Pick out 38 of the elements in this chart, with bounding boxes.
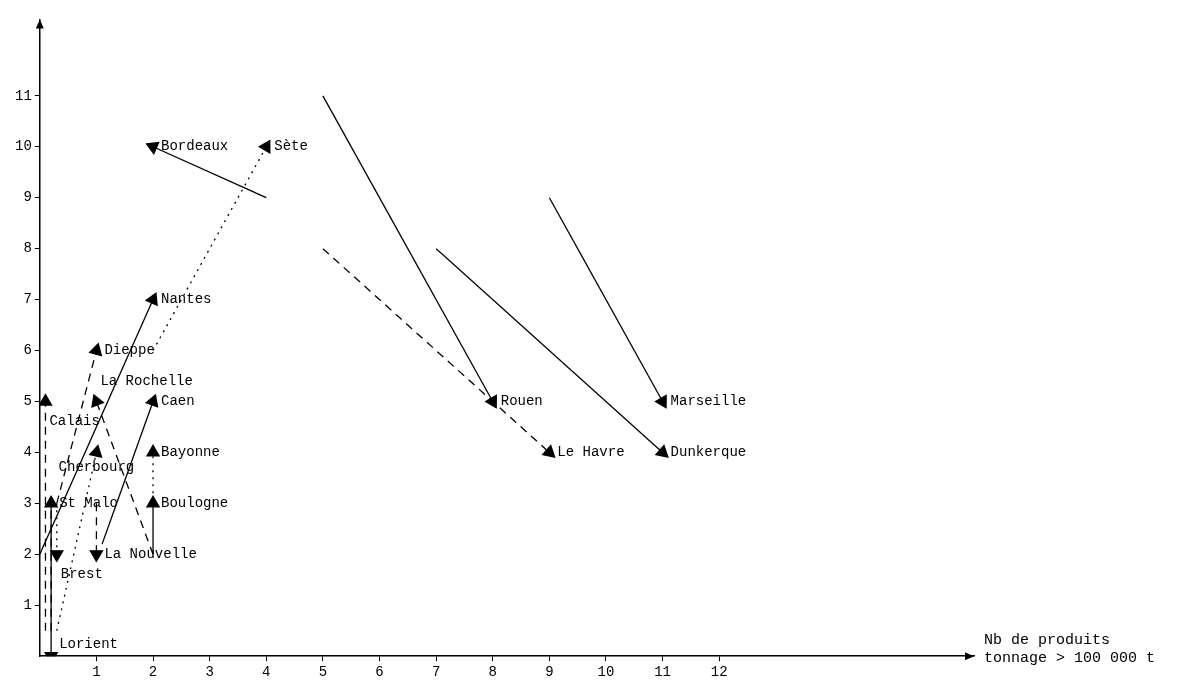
series-label: Bayonne xyxy=(161,444,220,461)
x-axis-title: Nb de produits tonnage > 100 000 t xyxy=(984,631,1156,667)
y-tick-label: 1 xyxy=(23,596,32,613)
x-tick-label: 11 xyxy=(654,664,672,681)
x-tick-label: 2 xyxy=(148,664,158,681)
series-label: Marseille xyxy=(670,393,747,410)
x-tick-label: 6 xyxy=(375,664,384,681)
series-label: La Nouvelle xyxy=(104,546,197,563)
y-tick-label: 8 xyxy=(23,240,32,257)
y-tick-label: 10 xyxy=(14,138,32,155)
y-tick-label: 7 xyxy=(23,291,32,308)
series-label: Sète xyxy=(274,138,308,155)
series-label: Dunkerque xyxy=(670,444,747,461)
series-label: Boulogne xyxy=(161,495,229,512)
x-tick-label: 9 xyxy=(545,664,554,681)
series-label: Nantes xyxy=(161,291,212,308)
x-tick-label: 1 xyxy=(92,664,101,681)
y-tick-label: 4 xyxy=(23,444,32,461)
x-tick-label: 5 xyxy=(318,664,328,681)
y-tick-label: 2 xyxy=(23,546,32,563)
x-tick-label: 3 xyxy=(205,664,214,681)
x-tick-label: 12 xyxy=(710,664,728,681)
series-label: Lorient xyxy=(59,635,118,652)
x-tick-label: 8 xyxy=(488,664,497,681)
y-tick-label: 5 xyxy=(23,393,32,410)
series-label: Le Havre xyxy=(557,444,625,461)
series-label: Brest xyxy=(60,566,103,583)
y-tick-label: 9 xyxy=(23,189,32,206)
series-label: Rouen xyxy=(500,393,543,410)
x-tick-label: 10 xyxy=(597,664,615,681)
y-tick-label: 11 xyxy=(14,87,32,104)
y-tick-label: 3 xyxy=(23,495,32,512)
x-tick-label: 4 xyxy=(262,664,271,681)
series-label: Caen xyxy=(161,393,195,410)
series-label: La Rochelle xyxy=(100,373,193,390)
y-tick-label: 6 xyxy=(23,342,32,359)
series-label: Bordeaux xyxy=(161,138,229,155)
x-tick-label: 7 xyxy=(431,664,441,681)
